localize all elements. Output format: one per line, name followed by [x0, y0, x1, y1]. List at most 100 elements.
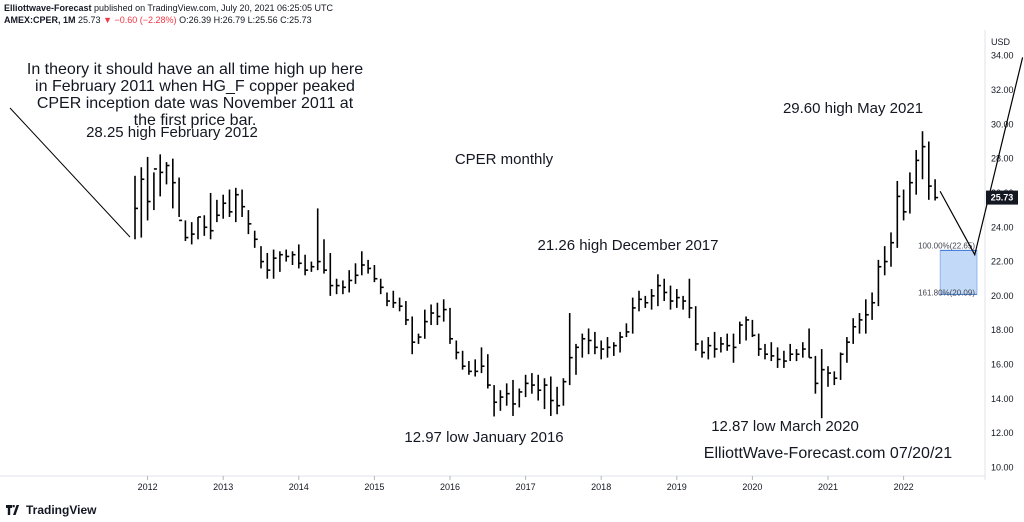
ohlc-bar	[814, 355, 819, 394]
publish-line: Elliottwave-Forecast published on Tradin…	[4, 2, 333, 14]
time-tick-label: 2017	[516, 482, 536, 492]
high-2017-label: 21.26 high December 2017	[538, 237, 719, 254]
ohlc-bar	[209, 192, 214, 240]
ohlc-bar	[934, 179, 939, 201]
fib-box-fill	[939, 250, 978, 295]
watermark-label: ElliottWave-Forecast.com 07/20/21	[704, 445, 953, 462]
down-arrow-icon: ▼	[103, 15, 112, 25]
ohlc-bar	[360, 251, 365, 276]
low-2016-label: 12.97 low January 2016	[404, 429, 563, 446]
ohlc-bar	[839, 352, 844, 380]
ohlc-values: O:26.39 H:26.79 L:25.56 C:25.73	[179, 15, 312, 25]
ohlc-bar	[757, 333, 762, 356]
fib-100-label: 100.00%(22.65)	[918, 241, 975, 250]
time-tick-label: 2016	[440, 482, 460, 492]
ohlc-bar	[770, 342, 775, 362]
ohlc-bar	[575, 343, 579, 375]
ohlc-bar	[537, 374, 542, 401]
ohlc-bar	[783, 350, 787, 368]
last-price-tag: 25.73	[986, 190, 1018, 205]
time-tick-label: 2019	[667, 482, 687, 492]
currency-label: USD	[991, 37, 1011, 47]
ohlc-bar	[927, 141, 932, 200]
ohlc-bar	[776, 347, 781, 368]
ohlc-bar	[241, 189, 246, 217]
ohlc-bar	[310, 261, 315, 272]
published-text: published on TradingView.com, July 20, 2…	[94, 3, 334, 13]
time-tick-label: 2013	[213, 482, 233, 492]
high-2021-label: 29.60 high May 2021	[783, 100, 923, 117]
high-2012-label: 28.25 high February 2012	[86, 124, 258, 141]
ohlc-bar	[657, 274, 661, 307]
ohlc-bar	[921, 131, 926, 180]
ohlc-bar	[253, 230, 258, 248]
ohlc-bar	[764, 343, 768, 360]
ohlc-bar	[808, 328, 813, 359]
ohlc-bar	[745, 316, 750, 341]
ohlc-bar	[594, 331, 598, 355]
ohlc-bar	[896, 180, 901, 248]
ohlc-bar	[405, 301, 409, 326]
ohlc-bar	[304, 254, 309, 276]
price-tick-label: 18.00	[991, 325, 1014, 335]
theory-pointer-line	[9, 107, 131, 238]
ohlc-bar	[266, 253, 271, 279]
ohlc-bar	[909, 172, 913, 214]
ohlc-bar	[493, 385, 498, 417]
ohlc-bar	[625, 323, 630, 338]
ohlc-bar	[461, 350, 466, 370]
ohlc-bar	[675, 289, 680, 308]
ohlc-bar	[216, 199, 220, 223]
time-tick-label: 2022	[894, 482, 914, 492]
quote-line: AMEX:CPER, 1M 25.73 ▼ −0.60 (−2.28%) O:2…	[4, 14, 333, 26]
ohlc-bar	[159, 154, 164, 197]
last-price-text: 25.73	[991, 193, 1014, 203]
ohlc-bar	[512, 379, 516, 416]
price-tick-label: 10.00	[991, 462, 1014, 472]
price-tick-label: 20.00	[991, 291, 1014, 301]
last-price-box	[986, 190, 1018, 205]
ohlc-bar	[795, 349, 800, 362]
price-tick-label: 30.00	[991, 119, 1014, 129]
ohlc-bar	[890, 232, 894, 267]
symbol-label: AMEX:CPER, 1M	[4, 15, 76, 25]
ohlc-bar	[726, 333, 731, 351]
ohlc-bar	[247, 210, 252, 235]
brand-name: TradingView	[26, 503, 97, 517]
ohlc-bar	[172, 158, 176, 209]
ohlc-bar	[694, 306, 699, 351]
ohlc-bar	[801, 342, 806, 358]
ohlc-bar	[165, 162, 170, 185]
ohlc-bar	[915, 150, 920, 195]
ohlc-bar	[858, 313, 863, 334]
ohlc-bar	[619, 331, 624, 353]
ohlc-bars	[134, 131, 939, 419]
ohlc-bar	[291, 251, 296, 266]
ohlc-bar	[531, 373, 535, 394]
ohlc-bar	[480, 347, 485, 374]
ohlc-bar	[669, 285, 674, 310]
price-tick-label: 32.00	[991, 85, 1014, 95]
tradingview-logo-icon	[6, 505, 20, 515]
ohlc-bar	[789, 343, 794, 362]
ohlc-bar	[663, 278, 668, 302]
price-tick-label: 14.00	[991, 394, 1014, 404]
ohlc-bar	[153, 168, 157, 211]
ohlc-bar	[751, 319, 756, 338]
ohlc-bar	[354, 263, 359, 284]
projection-lines	[9, 57, 1024, 257]
ohlc-bar	[285, 249, 290, 262]
ohlc-bar	[140, 167, 145, 238]
ohlc-bar	[392, 290, 397, 308]
ohlc-bar	[235, 187, 239, 223]
price-tick-label: 34.00	[991, 51, 1014, 61]
ohlc-bar	[852, 318, 857, 344]
theory-note: In theory it should have an all time hig…	[27, 61, 363, 129]
ohlc-bar	[386, 292, 390, 307]
ohlc-bar	[228, 189, 233, 217]
price-axis: 34.0032.0030.0028.0026.0024.0022.0020.00…	[991, 51, 1014, 473]
ohlc-bar	[190, 222, 195, 245]
ohlc-bar	[732, 333, 737, 363]
ohlc-bar	[430, 304, 435, 326]
